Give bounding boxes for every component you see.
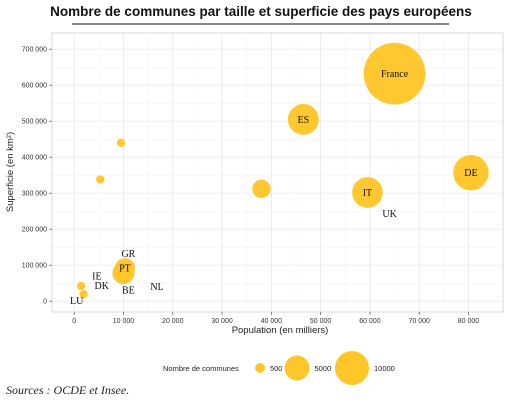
- data-point: [287, 103, 319, 135]
- legend-title: Nombre de communes: [163, 364, 239, 373]
- x-tick-label: 20 000: [162, 318, 184, 325]
- source-note: Sources : OCDE et Insee.: [6, 383, 129, 397]
- x-tick-label: 30 000: [211, 318, 233, 325]
- x-tick-label: 10 000: [113, 318, 135, 325]
- legend-swatch: [284, 355, 310, 381]
- point-label: DK: [95, 281, 110, 292]
- y-tick-label: 600 000: [22, 83, 47, 90]
- x-tick-label: 80 000: [458, 318, 480, 325]
- x-axis-label: Population (en milliers): [232, 325, 329, 336]
- point-label: IT: [363, 188, 372, 199]
- y-tick-label: 500 000: [22, 119, 47, 126]
- legend-label: 10000: [374, 364, 395, 373]
- x-tick-label: 50 000: [310, 318, 332, 325]
- data-point: [96, 175, 105, 184]
- chart-title: Nombre de communes par taille et superfi…: [50, 4, 472, 19]
- point-label: NL: [150, 282, 163, 293]
- legend-label: 5000: [314, 364, 331, 373]
- point-label: UK: [382, 209, 397, 220]
- plot-area: 0 10 000 20 000 30 000 40 000 50 000 60 000 70 …: [22, 32, 504, 325]
- legend: Nombre de communes 500 5000 10000: [163, 351, 395, 385]
- y-tick-label: 0: [43, 299, 47, 306]
- x-tick-label: 0: [72, 318, 76, 325]
- point-label: DE: [464, 168, 477, 179]
- legend-swatch: [255, 363, 265, 373]
- x-tick-label: 40 000: [261, 318, 283, 325]
- point-label: IE: [92, 272, 101, 283]
- y-tick-label: 200 000: [22, 227, 47, 234]
- y-tick-label: 400 000: [22, 155, 47, 162]
- y-tick-label: 700 000: [22, 47, 47, 54]
- point-label: BE: [122, 286, 135, 297]
- data-point: [76, 281, 86, 291]
- y-tick-label: 300 000: [22, 191, 47, 198]
- point-label: LU: [70, 296, 84, 307]
- y-axis-label: Superficie (en km²): [5, 132, 16, 212]
- point-label: PT: [119, 264, 131, 275]
- point-label: GR: [121, 249, 135, 260]
- data-point: [252, 179, 271, 199]
- x-tick-label: 70 000: [408, 318, 430, 325]
- point-label: France: [381, 69, 409, 80]
- data-point: [453, 154, 489, 191]
- x-tick-label: 60 000: [359, 318, 381, 325]
- point-label: ES: [298, 115, 310, 126]
- data-point: [352, 177, 383, 208]
- legend-label: 500: [270, 364, 283, 373]
- y-tick-label: 100 000: [22, 263, 47, 270]
- data-point: [363, 42, 426, 105]
- data-point: [79, 290, 88, 299]
- legend-swatch: [335, 351, 369, 385]
- data-point: [114, 258, 135, 279]
- data-point: [116, 138, 126, 147]
